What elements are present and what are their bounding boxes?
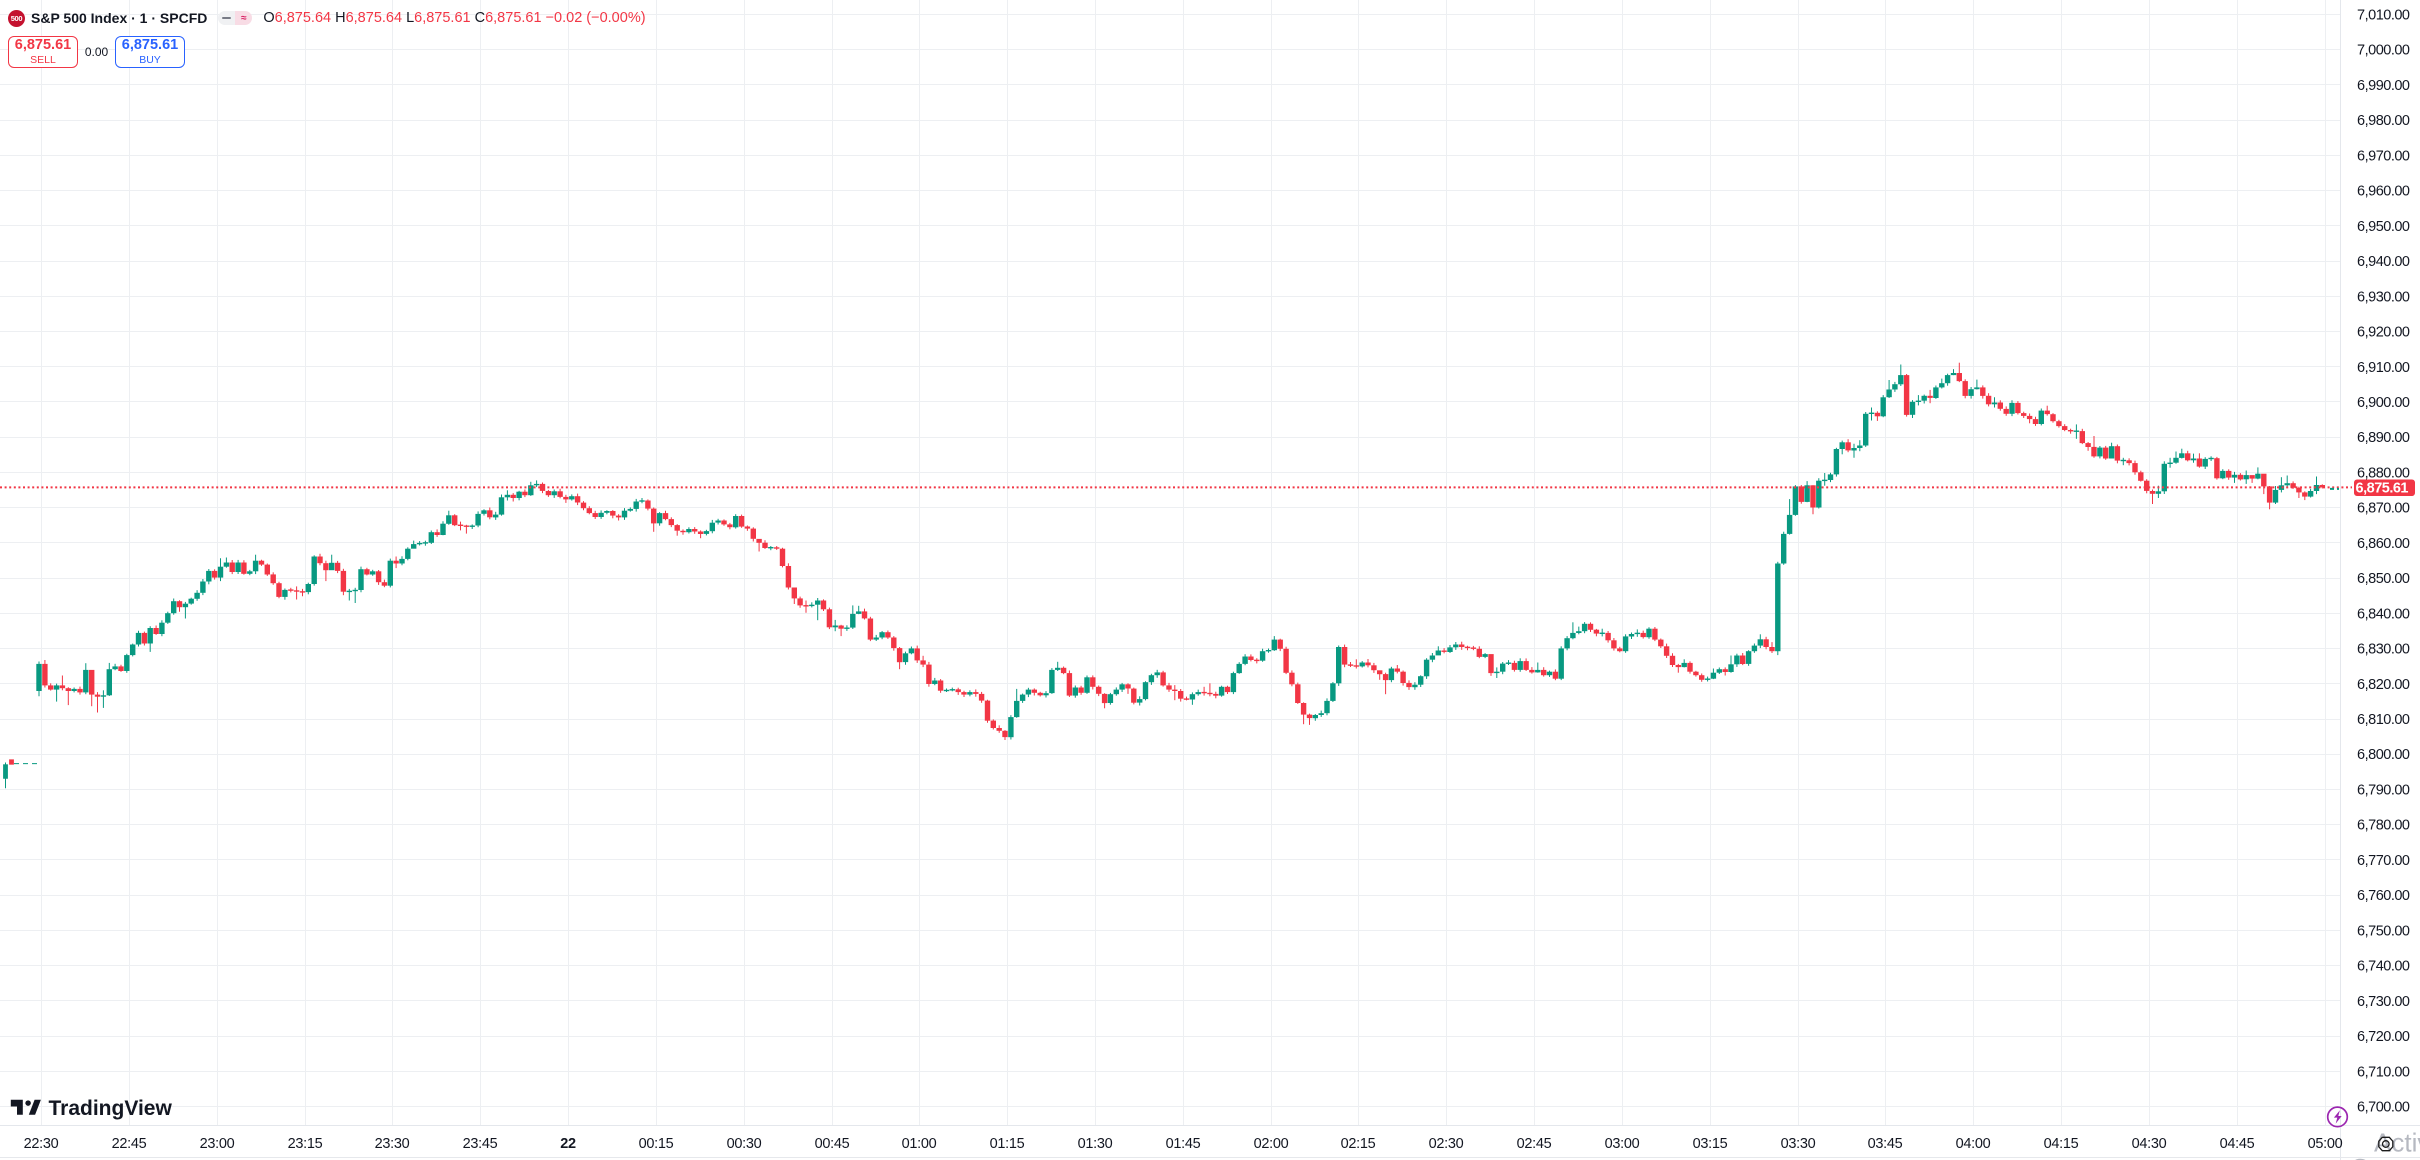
svg-text:6,875.61: 6,875.61 [2356, 481, 2409, 497]
svg-text:00:15: 00:15 [639, 1136, 674, 1152]
svg-text:6,930.00: 6,930.00 [2357, 289, 2410, 305]
svg-text:6,860.00: 6,860.00 [2357, 536, 2410, 552]
svg-text:01:30: 01:30 [1078, 1136, 1113, 1152]
svg-text:04:45: 04:45 [2220, 1136, 2255, 1152]
svg-text:04:15: 04:15 [2044, 1136, 2079, 1152]
svg-text:22: 22 [560, 1136, 576, 1152]
svg-text:6,850.00: 6,850.00 [2357, 571, 2410, 587]
svg-text:6,740.00: 6,740.00 [2357, 959, 2410, 975]
svg-text:03:30: 03:30 [1781, 1136, 1816, 1152]
svg-text:23:30: 23:30 [375, 1136, 410, 1152]
svg-text:6,780.00: 6,780.00 [2357, 818, 2410, 834]
svg-text:01:00: 01:00 [902, 1136, 937, 1152]
svg-text:6,810.00: 6,810.00 [2357, 712, 2410, 728]
svg-text:6,880.00: 6,880.00 [2357, 465, 2410, 481]
svg-text:6,800.00: 6,800.00 [2357, 747, 2410, 763]
svg-text:6,900.00: 6,900.00 [2357, 395, 2410, 411]
svg-text:04:00: 04:00 [1956, 1136, 1991, 1152]
svg-text:6,920.00: 6,920.00 [2357, 325, 2410, 341]
svg-text:00:45: 00:45 [815, 1136, 850, 1152]
svg-text:6,760.00: 6,760.00 [2357, 888, 2410, 904]
svg-text:6,990.00: 6,990.00 [2357, 78, 2410, 94]
svg-text:6,980.00: 6,980.00 [2357, 113, 2410, 129]
svg-text:6,710.00: 6,710.00 [2357, 1064, 2410, 1080]
svg-text:6,960.00: 6,960.00 [2357, 184, 2410, 200]
svg-text:6,830.00: 6,830.00 [2357, 642, 2410, 658]
svg-text:6,870.00: 6,870.00 [2357, 501, 2410, 517]
svg-text:6,820.00: 6,820.00 [2357, 677, 2410, 693]
svg-text:02:15: 02:15 [1341, 1136, 1376, 1152]
svg-text:23:45: 23:45 [463, 1136, 498, 1152]
svg-text:6,770.00: 6,770.00 [2357, 853, 2410, 869]
svg-text:6,840.00: 6,840.00 [2357, 606, 2410, 622]
svg-text:6,910.00: 6,910.00 [2357, 360, 2410, 376]
svg-text:22:30: 22:30 [24, 1136, 59, 1152]
svg-text:05:00: 05:00 [2308, 1136, 2343, 1152]
svg-text:02:45: 02:45 [1517, 1136, 1552, 1152]
svg-text:03:00: 03:00 [1605, 1136, 1640, 1152]
svg-text:6,750.00: 6,750.00 [2357, 923, 2410, 939]
svg-text:03:15: 03:15 [1693, 1136, 1728, 1152]
svg-text:Go to Settin: Go to Settin [2350, 1153, 2420, 1160]
svg-text:TradingView: TradingView [49, 1097, 173, 1120]
svg-text:01:15: 01:15 [990, 1136, 1025, 1152]
svg-text:04:30: 04:30 [2132, 1136, 2167, 1152]
svg-text:02:00: 02:00 [1254, 1136, 1289, 1152]
svg-text:6,890.00: 6,890.00 [2357, 430, 2410, 446]
svg-text:6,720.00: 6,720.00 [2357, 1029, 2410, 1045]
svg-text:6,940.00: 6,940.00 [2357, 254, 2410, 270]
svg-text:6,700.00: 6,700.00 [2357, 1100, 2410, 1116]
svg-text:7,000.00: 7,000.00 [2357, 43, 2410, 59]
svg-text:6,730.00: 6,730.00 [2357, 994, 2410, 1010]
svg-text:00:30: 00:30 [727, 1136, 762, 1152]
svg-text:03:45: 03:45 [1868, 1136, 1903, 1152]
svg-text:23:00: 23:00 [200, 1136, 235, 1152]
svg-text:7,010.00: 7,010.00 [2357, 8, 2410, 24]
svg-text:23:15: 23:15 [288, 1136, 323, 1152]
svg-text:6,970.00: 6,970.00 [2357, 148, 2410, 164]
svg-text:01:45: 01:45 [1166, 1136, 1201, 1152]
svg-text:6,950.00: 6,950.00 [2357, 219, 2410, 235]
svg-text:Activate: Activate [2374, 1128, 2420, 1158]
svg-text:6,790.00: 6,790.00 [2357, 783, 2410, 799]
svg-text:22:45: 22:45 [112, 1136, 147, 1152]
svg-text:02:30: 02:30 [1429, 1136, 1464, 1152]
